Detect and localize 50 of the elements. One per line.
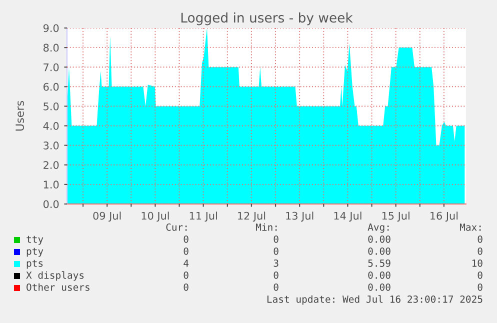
x-tick-label: 10 Jul [142,212,169,222]
text: 0 [274,271,278,279]
text: 0 [184,283,188,291]
text: 4 [184,260,189,267]
legend-label: X displays [26,271,84,281]
text: 5.59 [368,259,390,267]
text: Cur: [166,223,187,231]
y-tick-label: 2.0 [44,161,59,169]
x-tick-label: 09 Jul [93,212,121,222]
x-tick-label: 11 Jul [190,212,217,222]
y-axis-title: Users [16,100,24,131]
x-tick-label: 13 Jul [286,212,314,222]
text: 0.00 [368,271,390,279]
legend-label: pty [26,248,44,257]
legend-label: Other users [26,283,90,291]
x-tick-label: 12 Jul [238,212,266,222]
text: Avg: [368,224,389,233]
text: 10 [472,259,482,267]
x-tick-label: 15 Jul [382,212,410,222]
text: 0 [478,271,482,279]
y-tick-label: 9.0 [43,24,59,32]
chart-title: Logged in users - by week [181,12,353,26]
text: Min: [256,223,277,231]
y-tick-label: 1.0 [44,180,59,189]
text: 0 [478,283,482,291]
text: Max: [460,224,481,231]
y-tick-label: 3.0 [44,142,59,150]
text: 0 [478,235,482,243]
text: 3 [274,259,278,267]
y-tick-label: 0.0 [43,200,59,208]
x-tick-label: 14 Jul [334,212,362,222]
text: 0 [184,271,188,279]
text: 0.00 [368,235,390,243]
text: 0 [184,235,188,243]
text: 0 [274,283,278,291]
y-tick-label: 5.0 [44,102,59,110]
text: 0.00 [368,283,390,291]
y-tick-label: 8.0 [44,44,59,52]
y-tick-label: 7.0 [44,63,59,72]
x-tick-label: 16 Jul [430,212,458,222]
legend-label: tty [26,236,44,245]
legend-label: pts [26,260,43,269]
text: 0.00 [368,247,390,255]
text: 0 [274,235,278,243]
text: Last update: Wed Jul 16 23:00:17 2025 [267,295,482,305]
y-tick-label: 6.0 [44,82,59,91]
text: 0 [184,247,188,255]
text: 0 [478,247,482,255]
y-tick-label: 4.0 [43,122,59,130]
text: 0 [274,247,278,255]
